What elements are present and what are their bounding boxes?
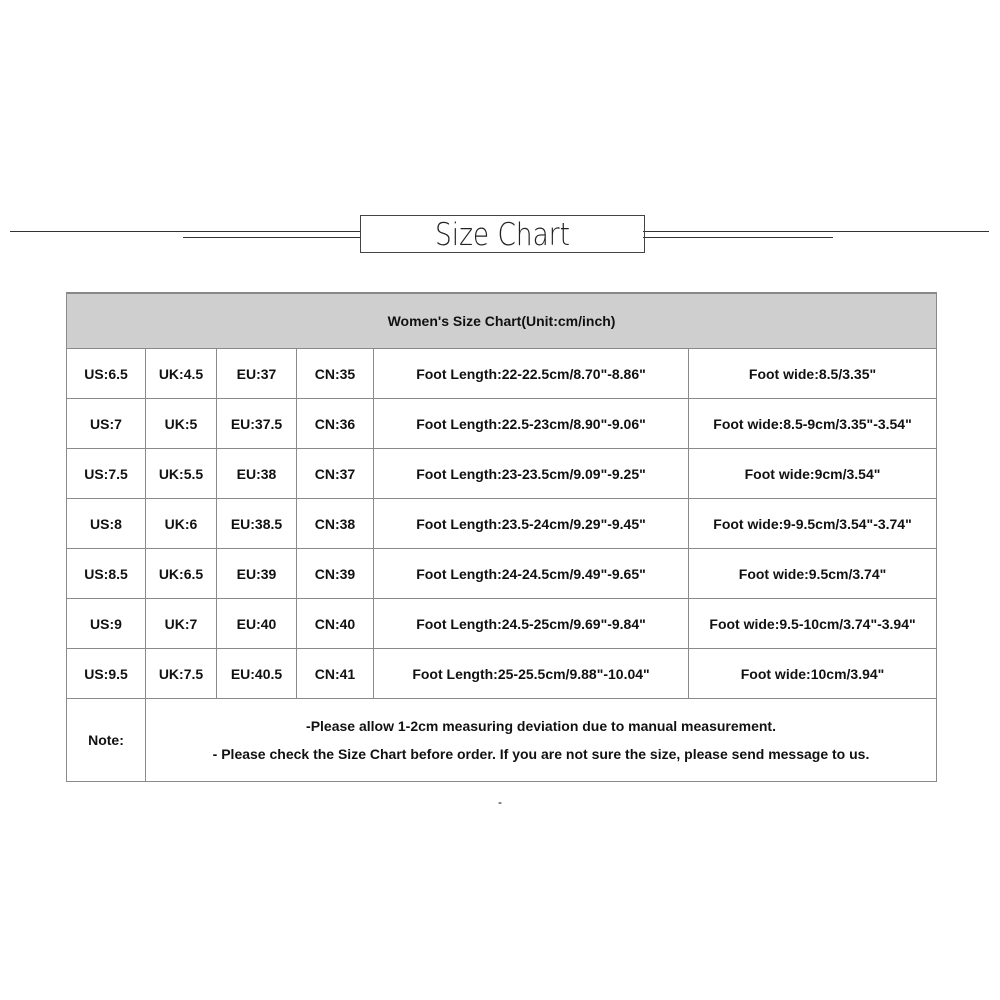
foot-length-cell: Foot Length:24.5-25cm/9.69"-9.84"	[373, 598, 689, 649]
us-size-cell: US:6.5	[66, 348, 146, 399]
foot-width-cell: Foot wide:9.5-10cm/3.74"-3.94"	[687, 598, 938, 649]
uk-size-cell: UK:5.5	[145, 448, 217, 499]
foot-length-cell: Foot Length:22-22.5cm/8.70"-8.86"	[373, 348, 689, 399]
cn-size-cell: CN:37	[296, 448, 374, 499]
table-row: US:7.5 UK:5.5 EU:38 CN:37 Foot Length:23-23.…	[66, 448, 938, 499]
table-row: US:8 UK:6 EU:38.5 CN:38 Foot Length:23.5-24c…	[66, 498, 938, 549]
table-header: Women's Size Chart(Unit:cm/inch)	[65, 292, 938, 349]
eu-size-cell: EU:38.5	[216, 498, 297, 549]
uk-size-cell: UK:7	[145, 598, 217, 649]
uk-size-cell: UK:5	[145, 398, 217, 449]
table-row: US:6.5 UK:4.5 EU:37 CN:35 Foot Length:22-22.…	[66, 348, 938, 399]
foot-width-cell: Foot wide:9cm/3.54"	[687, 448, 938, 499]
note-line: -Please allow 1-2cm measuring deviation …	[306, 718, 776, 734]
foot-width-cell: Foot wide:8.5/3.35"	[687, 348, 938, 399]
page-title: Size Chart	[435, 217, 570, 253]
eu-size-cell: EU:37.5	[216, 398, 297, 449]
table-row: US:7 UK:5 EU:37.5 CN:36 Foot Length:22.5-23c…	[66, 398, 938, 449]
eu-size-cell: EU:38	[216, 448, 297, 499]
us-size-cell: US:7	[66, 398, 146, 449]
us-size-cell: US:9.5	[66, 648, 146, 699]
eu-size-cell: EU:37	[216, 348, 297, 399]
note-row: Note: -Please allow 1-2cm measuring devia…	[66, 698, 938, 782]
cn-size-cell: CN:39	[296, 548, 374, 599]
us-size-cell: US:7.5	[66, 448, 146, 499]
note-text: -Please allow 1-2cm measuring deviation …	[144, 698, 938, 782]
uk-size-cell: UK:4.5	[145, 348, 217, 399]
foot-length-cell: Foot Length:24-24.5cm/9.49"-9.65"	[373, 548, 689, 599]
divider-right-inner	[643, 237, 833, 238]
foot-width-cell: Foot wide:10cm/3.94"	[687, 648, 938, 699]
us-size-cell: US:9	[66, 598, 146, 649]
eu-size-cell: EU:40.5	[216, 648, 297, 699]
cn-size-cell: CN:40	[296, 598, 374, 649]
note-label: Note:	[66, 698, 146, 782]
cn-size-cell: CN:36	[296, 398, 374, 449]
foot-length-cell: Foot Length:23.5-24cm/9.29"-9.45"	[373, 498, 689, 549]
divider-left-inner	[183, 237, 360, 238]
title-box: Size Chart	[360, 215, 645, 253]
uk-size-cell: UK:7.5	[145, 648, 217, 699]
us-size-cell: US:8.5	[66, 548, 146, 599]
divider-left-outer	[10, 231, 360, 232]
us-size-cell: US:8	[66, 498, 146, 549]
size-chart-table: Women's Size Chart(Unit:cm/inch) US:6.5 U…	[65, 292, 938, 782]
foot-width-cell: Foot wide:8.5-9cm/3.35"-3.54"	[687, 398, 938, 449]
table-row: US:8.5 UK:6.5 EU:39 CN:39 Foot Length:24-24.…	[66, 548, 938, 599]
footer-dash: -	[498, 795, 502, 809]
foot-length-cell: Foot Length:23-23.5cm/9.09"-9.25"	[373, 448, 689, 499]
uk-size-cell: UK:6.5	[145, 548, 217, 599]
foot-length-cell: Foot Length:22.5-23cm/8.90"-9.06"	[373, 398, 689, 449]
cn-size-cell: CN:41	[296, 648, 374, 699]
foot-width-cell: Foot wide:9.5cm/3.74"	[687, 548, 938, 599]
eu-size-cell: EU:40	[216, 598, 297, 649]
divider-right-outer	[643, 231, 989, 232]
table-row: US:9 UK:7 EU:40 CN:40 Foot Length:24.5-25cm/…	[66, 598, 938, 649]
table-row: US:9.5 UK:7.5 EU:40.5 CN:41 Foot Length:25-2…	[66, 648, 938, 699]
cn-size-cell: CN:35	[296, 348, 374, 399]
foot-length-cell: Foot Length:25-25.5cm/9.88"-10.04"	[373, 648, 689, 699]
uk-size-cell: UK:6	[145, 498, 217, 549]
eu-size-cell: EU:39	[216, 548, 297, 599]
note-line: - Please check the Size Chart before ord…	[212, 746, 870, 762]
cn-size-cell: CN:38	[296, 498, 374, 549]
foot-width-cell: Foot wide:9-9.5cm/3.54"-3.74"	[687, 498, 938, 549]
